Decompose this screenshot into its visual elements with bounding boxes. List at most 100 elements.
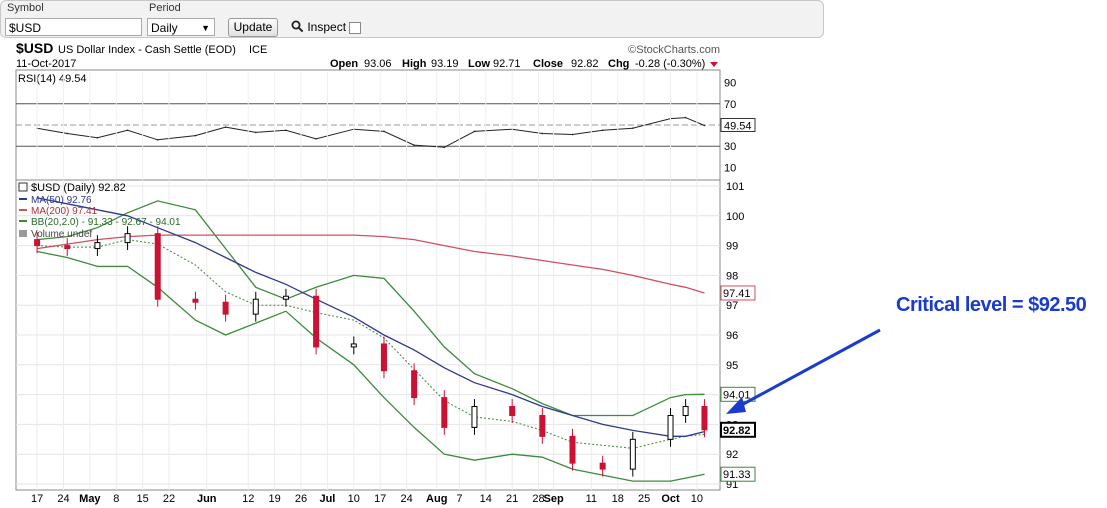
- open-label: Open: [330, 58, 358, 70]
- x-tick-label: 19: [268, 493, 280, 505]
- price-candle: [667, 414, 674, 440]
- rsi-tick-label: 70: [724, 99, 736, 111]
- rsi-last-value: 49.54: [724, 120, 752, 132]
- price-candle: [441, 397, 448, 428]
- rsi-point: [96, 136, 99, 139]
- x-tick-label: 8: [113, 493, 119, 505]
- price-candle: [701, 406, 708, 431]
- bollinger-lower-line: [36, 250, 705, 482]
- high-label: High: [402, 58, 427, 70]
- brand-logo: ©StockCharts.com: [628, 44, 720, 56]
- close-last-value-box: [720, 421, 756, 438]
- update-button[interactable]: Update: [228, 18, 278, 37]
- low-label: Low: [468, 58, 490, 70]
- x-tick-label: 17: [374, 493, 386, 505]
- price-tick-label: 95: [726, 360, 738, 372]
- header-date: 11-Oct-2017: [16, 58, 76, 70]
- price-candle: [599, 462, 606, 470]
- annotation-arrow: [735, 328, 881, 410]
- rsi-point: [285, 129, 287, 132]
- x-tick-label: Aug: [426, 493, 447, 505]
- price-candle: [411, 370, 418, 399]
- ma200-line: [37, 234, 705, 294]
- rsi-tick-label: 10: [724, 162, 736, 174]
- close-value: 92.82: [571, 58, 599, 70]
- rsi-point: [126, 129, 129, 132]
- price-legend: $USD (Daily) 92.82 MA(50) 92.76 MA(200) …: [18, 182, 181, 240]
- high-value: 93.19: [431, 58, 459, 70]
- x-tick-label: 10: [691, 493, 703, 505]
- x-tick-label: 24: [57, 493, 69, 505]
- rsi-point: [66, 132, 69, 135]
- x-tick-label: 12: [242, 493, 254, 505]
- rsi-tick-label: 90: [724, 78, 736, 90]
- rsi-last-value-box: [720, 117, 756, 132]
- close-last-value: 92.82: [723, 425, 751, 437]
- rsi-legend: RSI(14) 49.54: [18, 73, 86, 85]
- legend-ma200: MA(200) 97.41: [31, 206, 98, 217]
- price-candle: [252, 298, 259, 315]
- period-label: Period: [149, 2, 181, 14]
- rsi-point: [541, 132, 544, 135]
- chg-label: Chg: [608, 58, 629, 70]
- bollinger-upper-line: [37, 200, 705, 417]
- rsi-point: [383, 130, 385, 133]
- symbol-input[interactable]: $USD: [5, 18, 142, 36]
- price-candle: [682, 406, 689, 416]
- price-tick-label: 98: [726, 270, 738, 282]
- price-tick-label: 91: [726, 479, 738, 491]
- ma50-line: [36, 197, 705, 437]
- x-tick-label: 7: [456, 493, 462, 505]
- x-tick-label: 24: [400, 493, 412, 505]
- price-candle: [313, 295, 320, 348]
- bb-upper-last-value: 94.01: [723, 389, 751, 401]
- legend-bb: BB(20,2.0) - 91.33 - 92.67 - 94.01: [31, 217, 181, 228]
- price-tick-label: 100: [726, 211, 744, 223]
- critical-level-annotation: Critical level = $92.50: [896, 294, 1087, 316]
- price-candle: [282, 295, 289, 300]
- x-tick-label: 18: [612, 493, 624, 505]
- x-tick-label: Sep: [544, 493, 564, 505]
- x-tick-label: 25: [638, 493, 650, 505]
- price-candle: [222, 301, 229, 315]
- rsi-point: [632, 127, 634, 129]
- chg-value: -0.28 (-0.30%): [635, 58, 705, 70]
- price-candle: [471, 406, 478, 428]
- header-exchange: ICE: [249, 44, 267, 56]
- legend-swatch-price: [18, 182, 28, 192]
- price-candle: [629, 438, 636, 470]
- rsi-point: [194, 134, 197, 137]
- price-candle: [154, 233, 161, 300]
- bb-lower-last-value: 91.33: [723, 469, 751, 481]
- inspect-checkbox[interactable]: [349, 21, 362, 34]
- low-value: 92.71: [493, 58, 521, 70]
- chg-down-icon: [710, 62, 718, 67]
- rsi-point: [703, 124, 706, 127]
- rsi-point: [571, 133, 574, 136]
- price-candle: [64, 245, 71, 250]
- x-tick-label: 22: [163, 493, 175, 505]
- rsi-point: [224, 126, 227, 128]
- period-select[interactable]: Daily ▼: [147, 18, 215, 36]
- x-tick-label: 14: [480, 493, 492, 505]
- legend-swatch-volume: [19, 230, 27, 237]
- x-tick-label: 28: [532, 493, 544, 505]
- rsi-point: [156, 139, 159, 141]
- legend-price: $USD (Daily) 92.82: [31, 182, 126, 194]
- inspect-label: Inspect: [307, 20, 347, 34]
- price-candle: [350, 343, 357, 348]
- x-tick-label: 17: [31, 493, 43, 505]
- price-candle: [509, 406, 516, 416]
- chevron-down-icon: ▼: [201, 23, 210, 33]
- symbol-toolbar: Symbol $USD Period Daily ▼ Update Inspec…: [0, 0, 824, 38]
- inspect-toggle[interactable]: Inspect: [291, 18, 362, 36]
- x-tick-label: Jul: [319, 493, 335, 505]
- x-tick-label: 15: [137, 493, 149, 505]
- annotation-arrowhead-icon: [726, 397, 746, 414]
- ma200-last-value-box: [720, 285, 756, 301]
- rsi-point: [473, 130, 476, 133]
- x-tick-label: Oct: [661, 493, 680, 505]
- price-candle: [192, 298, 199, 303]
- x-tick-label: May: [79, 493, 101, 505]
